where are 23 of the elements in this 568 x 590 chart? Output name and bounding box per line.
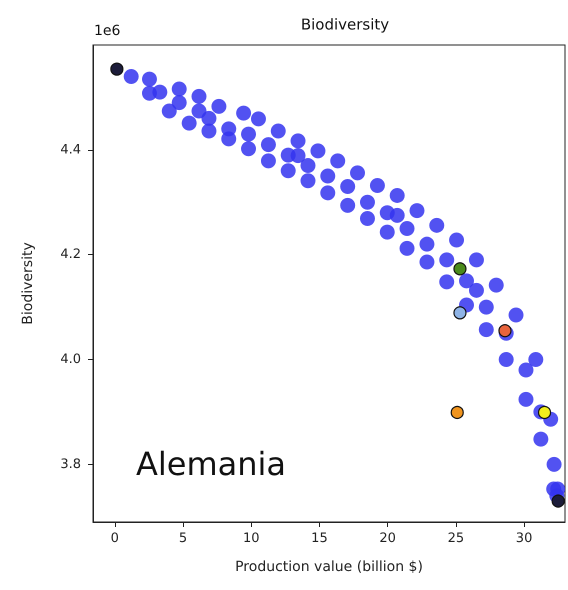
x-tick-label: 15 <box>311 531 328 546</box>
x-tick-label: 0 <box>110 531 119 546</box>
point <box>453 262 467 276</box>
y-tick-label: 4.0 <box>60 352 81 368</box>
x-tick-label: 5 <box>178 531 188 546</box>
point <box>538 406 552 420</box>
point <box>552 494 565 508</box>
point <box>453 306 467 320</box>
x-tick-label: 25 <box>448 531 464 546</box>
point <box>498 324 512 338</box>
point <box>110 62 124 76</box>
annotation: Alemania <box>136 445 286 483</box>
text: 1e6 <box>94 23 121 39</box>
y-tick-label: 3.8 <box>60 456 81 472</box>
x-tick-label: 20 <box>379 531 396 546</box>
x-tick-label: 30 <box>516 531 532 546</box>
x-tick-label: 10 <box>242 531 260 546</box>
point <box>450 406 464 420</box>
y-tick-label: 4.4 <box>60 142 81 158</box>
y-axis-title: Biodiversity <box>20 242 36 325</box>
y-tick-label: 4.2 <box>60 247 81 262</box>
chart-title: Biodiversity <box>300 16 390 34</box>
x-axis-title: Production value (billion $) <box>235 559 423 575</box>
